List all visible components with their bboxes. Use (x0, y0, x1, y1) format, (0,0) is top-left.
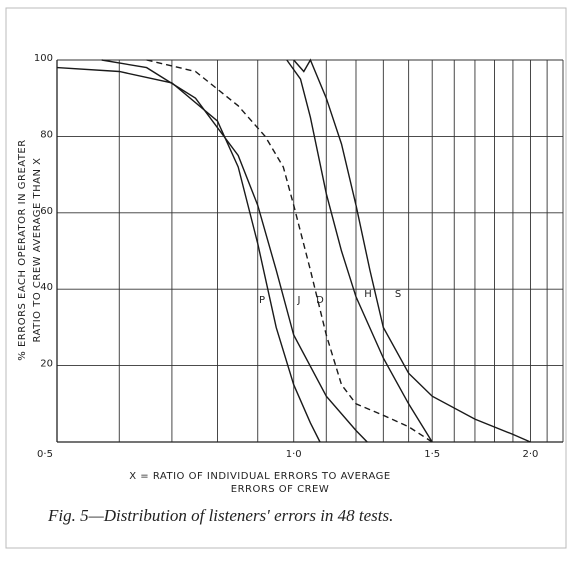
x-tick-label: 0·5 (37, 449, 53, 460)
y-tick-label: 100 (34, 53, 53, 64)
x-tick-label: 1·5 (424, 449, 440, 460)
series-label: D (316, 295, 324, 306)
y-tick-label: 60 (40, 206, 53, 217)
y-tick-label: 40 (40, 282, 53, 293)
series-label: H (364, 289, 372, 300)
x-tick-label: 2·0 (522, 449, 538, 460)
series-line (286, 59, 433, 443)
frame (5, 7, 567, 549)
x-tick-label: 1·0 (286, 449, 302, 460)
caption: Fig. 5—Distribution of listeners' errors… (47, 506, 393, 525)
series-line (101, 59, 368, 443)
series-line (146, 59, 433, 443)
y-axis-title: RATIO TO CREW AVERAGE THAN X (32, 158, 43, 343)
y-tick-label: 80 (40, 129, 53, 140)
series-label: S (395, 289, 401, 300)
series-line (56, 66, 321, 443)
x-axis-title: ERRORS OF CREW (231, 484, 330, 495)
y-tick-label: 20 (40, 359, 53, 370)
series-label: P (259, 295, 265, 306)
series-label: J (297, 295, 301, 306)
y-axis-title: % ERRORS EACH OPERATOR IN GREATER (17, 139, 28, 360)
series-line (293, 58, 531, 443)
x-axis-title: X = RATIO OF INDIVIDUAL ERRORS TO AVERAG… (129, 471, 390, 482)
